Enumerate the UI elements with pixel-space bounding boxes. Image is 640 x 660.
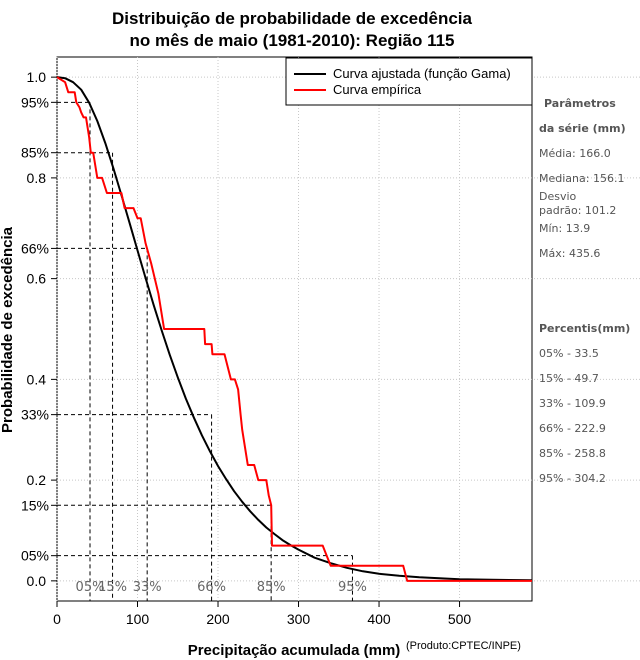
param-min: Mín: 13.9 [539, 222, 590, 235]
param-desvio-line1: Desvio [539, 190, 577, 203]
percentile-guides [57, 101, 353, 601]
series-lines [56, 76, 533, 582]
pct-marker-label-0: 05% [76, 580, 105, 595]
legend-label-empirical: Curva empírica [333, 82, 422, 97]
pct-marker-label-5: 95% [338, 580, 367, 595]
percentis-title: Percentis(mm) [539, 322, 630, 335]
percentile-markers: 05%15% 33% 66% 85% 95% [76, 580, 367, 595]
series-line-gamma [56, 76, 533, 582]
y-tick-label-4: 0.8 [27, 170, 47, 186]
percentil-95: 95% - 304.2 [539, 472, 606, 485]
x-tick-label-1: 100 [126, 611, 150, 627]
pct-marker-label-3: 66% [197, 580, 226, 595]
param-media: Média: 166.0 [539, 147, 611, 160]
pct-marker-label-4: 85% [257, 580, 286, 595]
plot-area [56, 56, 533, 602]
series-line-empirical [56, 76, 532, 582]
x-tick-label-4: 400 [367, 611, 391, 627]
y-pct-tick-label-3: 33% [21, 407, 49, 423]
y-pct-tick-label-1: 85% [21, 145, 49, 161]
y-axis-title: Probabilidade de excedência [0, 226, 16, 433]
percentil-15: 15% - 49.7 [539, 372, 599, 385]
legend: Curva ajustada (função Gama) Curva empír… [285, 57, 533, 106]
y-pct-tick-label-4: 15% [21, 497, 49, 513]
y-pct-tick-label-2: 66% [21, 240, 49, 256]
chart-title-line1: Distribuição de probabilidade de excedên… [112, 9, 472, 28]
pct-marker-label-2: 33% [133, 580, 162, 595]
percentil-33: 33% - 109.9 [539, 397, 606, 410]
x-tick-label-2: 200 [206, 611, 230, 627]
side-panel: Parâmetros da série (mm) Média: 166.0 Me… [539, 97, 630, 485]
y-pct-tick-label-0: 95% [21, 94, 49, 110]
percentil-66: 66% - 222.9 [539, 422, 606, 435]
x-tick-label-3: 300 [287, 611, 311, 627]
credit-text: (Produto:CPTEC/INPE) [406, 640, 521, 652]
x-axis-title: Precipitação acumulada (mm) [188, 642, 401, 659]
x-tick-label-0: 0 [53, 611, 61, 627]
param-max: Máx: 435.6 [539, 247, 600, 260]
param-desvio-line2: padrão: 101.2 [539, 204, 616, 217]
y-tick-label-2: 0.4 [27, 371, 47, 387]
y-tick-label-0: 0.0 [27, 573, 47, 589]
chart-title-line2: no mês de maio (1981-2010): Região 115 [129, 31, 454, 50]
legend-label-gamma: Curva ajustada (função Gama) [333, 66, 511, 81]
x-axis: 0 100 200 300 400 500 [53, 601, 471, 627]
percentil-05: 05% - 33.5 [539, 347, 599, 360]
percentil-85: 85% - 258.8 [539, 447, 606, 460]
y-axis: 0.0 0.2 0.4 0.6 0.8 1.0 95% 85% 66% 33% 15% 05% [21, 69, 57, 589]
params-title-line2: da série (mm) [539, 122, 626, 135]
x-tick-label-5: 500 [448, 611, 472, 627]
y-pct-tick-label-5: 05% [21, 548, 49, 564]
y-tick-label-3: 0.6 [27, 271, 47, 287]
y-tick-label-1: 0.2 [27, 472, 47, 488]
legend-box [285, 57, 533, 106]
y-tick-label-5: 1.0 [27, 69, 47, 85]
params-title-line1: Parâmetros [544, 97, 616, 110]
pct-marker-label-1: 15% [98, 580, 127, 595]
param-mediana: Mediana: 156.1 [539, 172, 624, 185]
